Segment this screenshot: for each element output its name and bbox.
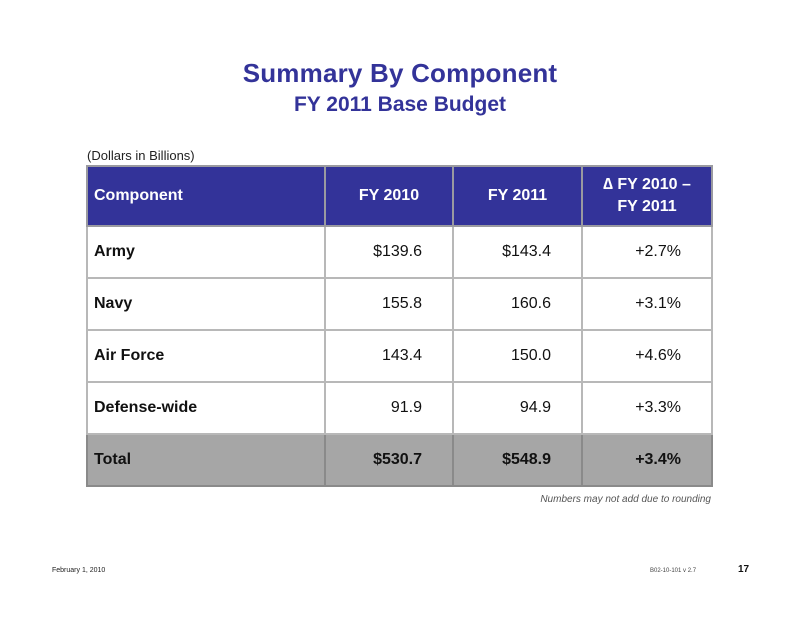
table-row: Navy 155.8 160.6 +3.1% [86, 277, 713, 331]
header-component: Component [86, 165, 326, 227]
row-component: Army [86, 225, 326, 279]
row-delta: +3.1% [581, 277, 713, 331]
slide-title: Summary By Component [242, 58, 558, 88]
row-component: Navy [86, 277, 326, 331]
header-fy2011: FY 2011 [452, 165, 583, 227]
row-delta: +3.3% [581, 381, 713, 435]
slide-subtitle: FY 2011 Base Budget [293, 93, 507, 116]
footer-code: B02-10-101 v 2.7 [650, 568, 697, 574]
row-fy2011: $143.4 [452, 225, 583, 279]
table-row: Army $139.6 $143.4 +2.7% [86, 225, 713, 279]
page-number: 17 [738, 564, 750, 575]
total-fy2011: $548.9 [452, 433, 583, 487]
total-row: Total $530.7 $548.9 +3.4% [86, 433, 713, 487]
total-fy2010: $530.7 [324, 433, 454, 487]
row-fy2010: 155.8 [324, 277, 454, 331]
header-fy2010: FY 2010 [324, 165, 454, 227]
row-fy2010: 91.9 [324, 381, 454, 435]
header-delta-line1: ∆ FY 2010 – [603, 176, 691, 193]
table-row: Air Force 143.4 150.0 +4.6% [86, 329, 713, 383]
row-fy2010: $139.6 [324, 225, 454, 279]
table-header-row: Component FY 2010 FY 2011 ∆ FY 2010 – FY… [86, 165, 713, 227]
row-delta: +2.7% [581, 225, 713, 279]
header-delta-line2: FY 2011 [617, 198, 677, 215]
row-component: Defense-wide [86, 381, 326, 435]
row-fy2010: 143.4 [324, 329, 454, 383]
budget-table: Component FY 2010 FY 2011 ∆ FY 2010 – FY… [86, 165, 713, 487]
table-row: Defense-wide 91.9 94.9 +3.3% [86, 381, 713, 435]
footer-date: February 1, 2010 [52, 567, 106, 574]
row-fy2011: 94.9 [452, 381, 583, 435]
total-delta: +3.4% [581, 433, 713, 487]
row-delta: +4.6% [581, 329, 713, 383]
row-fy2011: 150.0 [452, 329, 583, 383]
row-fy2011: 160.6 [452, 277, 583, 331]
units-label: (Dollars in Billions) [87, 148, 195, 163]
total-component: Total [86, 433, 326, 487]
header-delta: ∆ FY 2010 – FY 2011 [581, 165, 713, 227]
row-component: Air Force [86, 329, 326, 383]
rounding-note: Numbers may not add due to rounding [540, 494, 711, 505]
